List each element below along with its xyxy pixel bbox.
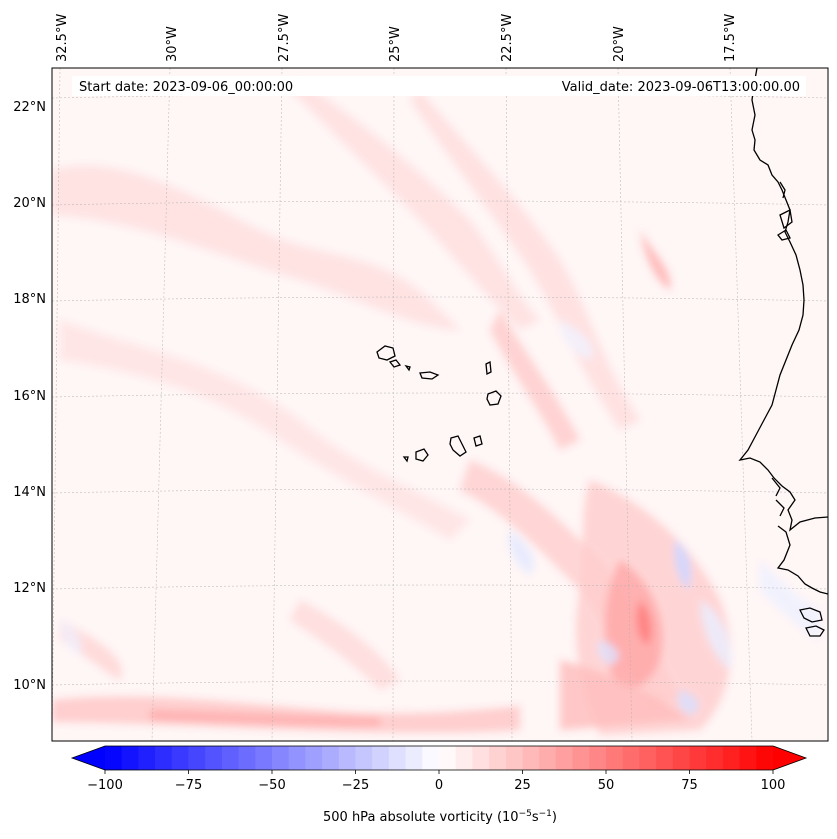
colorbar-cell — [622, 746, 640, 770]
lon-label: 22.5°W — [500, 14, 515, 62]
lat-label: 10°N — [13, 678, 46, 693]
colorbar-cell — [138, 746, 156, 770]
colorbar-cell — [555, 746, 574, 770]
colorbar-label: 500 hPa absolute vorticity (10−5s−1) — [323, 809, 557, 825]
colorbar-cell — [372, 746, 390, 770]
colorbar-cell — [121, 746, 139, 770]
colorbar-cell — [155, 746, 173, 770]
colorbar-tick-label: −75 — [175, 778, 202, 793]
colorbar-cell — [355, 746, 373, 770]
colorbar-cell — [105, 746, 123, 770]
lon-labels: 32.5°W 30°W 27.5°W 25°W 22.5°W 20°W 17.5… — [55, 14, 738, 62]
colorbar-cell — [405, 746, 423, 770]
colorbar-cell — [672, 746, 690, 770]
colorbar-tick-label: −100 — [87, 778, 123, 793]
colorbar-label-main: 500 hPa absolute vorticity (10 — [323, 810, 519, 825]
colorbar-cell — [288, 746, 306, 770]
colorbar-extend-min — [72, 746, 105, 770]
colorbar-tick-label: 50 — [598, 778, 615, 793]
colorbar-cell — [522, 746, 540, 770]
colorbar-cell — [739, 746, 757, 770]
colorbar-cell — [689, 746, 707, 770]
colorbar-cell — [572, 746, 590, 770]
colorbar-cell — [656, 746, 674, 770]
valid-date-text: Valid_date: 2023-09-06T13:00:00.00 — [562, 80, 800, 95]
colorbar-cell — [505, 746, 523, 770]
lat-label: 22°N — [13, 100, 46, 115]
colorbar-cell — [489, 746, 507, 770]
map-panel — [52, 68, 828, 741]
colorbar-cell — [756, 746, 774, 770]
colorbar-tick-label: 100 — [761, 778, 786, 793]
lat-label: 20°N — [13, 196, 46, 211]
lon-label: 27.5°W — [277, 14, 292, 62]
colorbar-cell — [388, 746, 407, 770]
lon-label: 30°W — [165, 26, 180, 62]
graticule — [52, 68, 828, 741]
colorbar-ticks: −100 −75 −50 −25 0 25 50 75 100 — [87, 770, 785, 793]
colorbar-cell — [722, 746, 741, 770]
map-frame — [51, 67, 829, 742]
colorbar-label-exp2: −1 — [539, 809, 552, 819]
lat-label: 16°N — [13, 389, 46, 404]
colorbar-label-s: s — [532, 810, 539, 825]
vorticity-field — [52, 80, 820, 735]
lat-labels: 22°N 20°N 18°N 16°N 14°N 12°N 10°N — [13, 100, 46, 693]
colorbar-cell — [706, 746, 724, 770]
valid-date-box — [538, 76, 806, 96]
lat-label: 14°N — [13, 485, 46, 500]
colorbar-cells — [105, 746, 774, 770]
coastline — [376, 68, 828, 637]
lon-label: 32.5°W — [55, 14, 70, 62]
lon-label: 17.5°W — [723, 14, 738, 62]
colorbar-label-exp1: −5 — [519, 809, 532, 819]
colorbar-cell — [639, 746, 657, 770]
colorbar-cell — [589, 746, 607, 770]
colorbar-cell — [422, 746, 440, 770]
lat-label: 18°N — [13, 292, 46, 307]
lat-label: 12°N — [13, 581, 46, 596]
start-date-text: Start date: 2023-09-06_00:00:00 — [79, 80, 293, 95]
colorbar-cell — [188, 746, 206, 770]
colorbar-cell — [255, 746, 273, 770]
colorbar-cell — [205, 746, 223, 770]
colorbar-cell — [322, 746, 340, 770]
colorbar-tick-label: 0 — [435, 778, 443, 793]
lon-label: 20°W — [612, 26, 627, 62]
colorbar-cell — [606, 746, 624, 770]
colorbar-cell — [272, 746, 290, 770]
colorbar-cell — [238, 746, 256, 770]
colorbar-cell — [305, 746, 323, 770]
colorbar-cell — [338, 746, 356, 770]
colorbar-cell — [472, 746, 490, 770]
header-strip — [314, 76, 538, 96]
colorbar-tick-label: −50 — [258, 778, 285, 793]
colorbar-label-end: ) — [552, 810, 557, 825]
colorbar-cell — [171, 746, 189, 770]
colorbar-cell — [221, 746, 240, 770]
colorbar-cell — [439, 746, 457, 770]
colorbar-extend-max — [773, 746, 806, 770]
colorbar-tick-label: −25 — [342, 778, 369, 793]
lon-label: 25°W — [388, 26, 403, 62]
start-date-box — [72, 76, 314, 96]
colorbar-tick-label: 25 — [514, 778, 531, 793]
colorbar: −100 −75 −50 −25 0 25 50 75 100 500 hPa absolute… — [70, 745, 808, 825]
colorbar-cell — [455, 746, 473, 770]
colorbar-tick-label: 75 — [681, 778, 698, 793]
colorbar-cell — [539, 746, 557, 770]
